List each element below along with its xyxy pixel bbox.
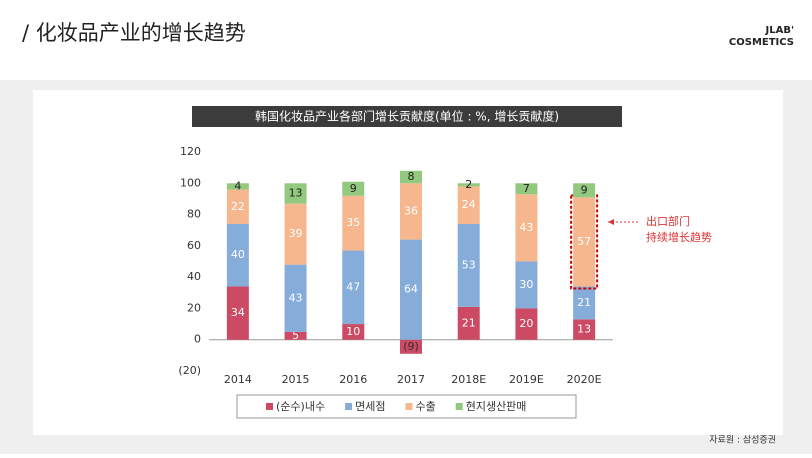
bar-segment <box>457 306 480 340</box>
value-label: 64 <box>404 283 418 296</box>
value-label: 8 <box>408 170 415 183</box>
x-tick-label: 2018E <box>451 373 486 386</box>
y-tick-label: 40 <box>187 270 201 283</box>
value-label: 35 <box>346 216 360 229</box>
x-tick-label: 2019E <box>509 373 544 386</box>
value-label: 4 <box>234 179 241 192</box>
bar-segment <box>342 324 365 340</box>
y-tick-label: (20) <box>178 364 201 377</box>
bar-segment <box>226 183 249 190</box>
value-label: 5 <box>292 329 299 342</box>
bar-segment <box>226 189 249 224</box>
value-label: 13 <box>577 323 591 336</box>
bar-segment <box>573 183 596 198</box>
bar-segment <box>342 195 365 251</box>
logo: JLAB' <box>764 25 794 36</box>
value-label: (9) <box>403 340 419 353</box>
value-label: 9 <box>350 182 357 195</box>
bar-segment <box>342 181 365 196</box>
y-tick-label: 20 <box>187 301 201 314</box>
value-label: 53 <box>462 258 476 271</box>
y-tick-label: 80 <box>187 208 201 221</box>
logo: COSMETICS <box>729 37 794 48</box>
value-label: 47 <box>346 280 360 293</box>
value-label: 9 <box>581 183 588 196</box>
bar-segment <box>400 183 422 240</box>
bar-segment <box>573 286 596 320</box>
bar-segment <box>342 250 365 325</box>
annotation: 持续增长趋势 <box>646 230 712 244</box>
value-label: 57 <box>577 235 591 248</box>
x-tick-label: 2015 <box>282 373 310 386</box>
bar-segment <box>515 308 538 340</box>
chart-title: 韩国化妆品产业各部门增长贡献度(单位 : %, 增长贡献度) <box>255 109 559 124</box>
value-label: 2 <box>465 178 472 191</box>
bar-segment <box>457 183 480 187</box>
value-label: 34 <box>231 306 245 319</box>
y-tick-label: 120 <box>180 145 201 158</box>
value-label: 10 <box>346 325 360 338</box>
value-label: 43 <box>289 291 303 304</box>
value-label: 43 <box>519 221 533 234</box>
value-label: 24 <box>462 198 476 211</box>
bar-segment <box>573 319 596 340</box>
value-label: 36 <box>404 204 418 217</box>
bar-segment <box>226 286 249 340</box>
value-label: 21 <box>462 316 476 329</box>
value-label: 40 <box>231 248 245 261</box>
legend-swatch <box>405 403 413 410</box>
bar-segment <box>284 203 307 265</box>
legend-swatch <box>266 403 273 410</box>
legend-label: (순수)내수 <box>276 400 325 413</box>
bar-segment <box>400 170 422 184</box>
value-label: 39 <box>289 227 303 240</box>
chart-title-box <box>192 106 622 127</box>
bar-segment <box>284 331 307 340</box>
y-tick-label: 100 <box>180 176 201 189</box>
bar-segment <box>284 264 307 332</box>
bar-segment <box>573 197 596 287</box>
source: 자료원 : 삼성증권 <box>709 434 776 446</box>
bar-segment <box>284 183 307 204</box>
annotation: 出口部门 <box>646 214 690 228</box>
bar-segment <box>457 186 480 224</box>
legend-label: 현지생산판매 <box>466 400 527 413</box>
bar-segment <box>400 339 422 354</box>
bar-segment <box>515 194 538 262</box>
bar-segment <box>226 223 249 287</box>
x-tick-label: 2014 <box>224 373 252 386</box>
legend-swatch <box>455 403 463 410</box>
x-tick-label: 2020E <box>567 373 602 386</box>
bar-segment <box>457 223 480 307</box>
y-tick-label: 0 <box>194 333 201 346</box>
legend-swatch <box>345 403 353 410</box>
legend-label: 수출 <box>415 400 435 413</box>
bar-segment <box>515 183 538 195</box>
value-label: 7 <box>523 182 530 195</box>
page-title: / 化妆品产业的增长趋势 <box>22 21 246 45</box>
x-tick-label: 2016 <box>339 373 367 386</box>
arrow-head <box>608 219 614 225</box>
value-label: 13 <box>289 186 303 199</box>
y-tick-label: 60 <box>187 239 201 252</box>
bar-segment <box>515 261 538 309</box>
bar-segment <box>400 239 422 340</box>
value-label: 20 <box>519 317 533 330</box>
x-tick-label: 2017 <box>397 373 425 386</box>
value-label: 22 <box>231 200 245 213</box>
legend-label: 면세점 <box>355 400 385 413</box>
value-label: 30 <box>519 278 533 291</box>
value-label: 21 <box>577 296 591 309</box>
